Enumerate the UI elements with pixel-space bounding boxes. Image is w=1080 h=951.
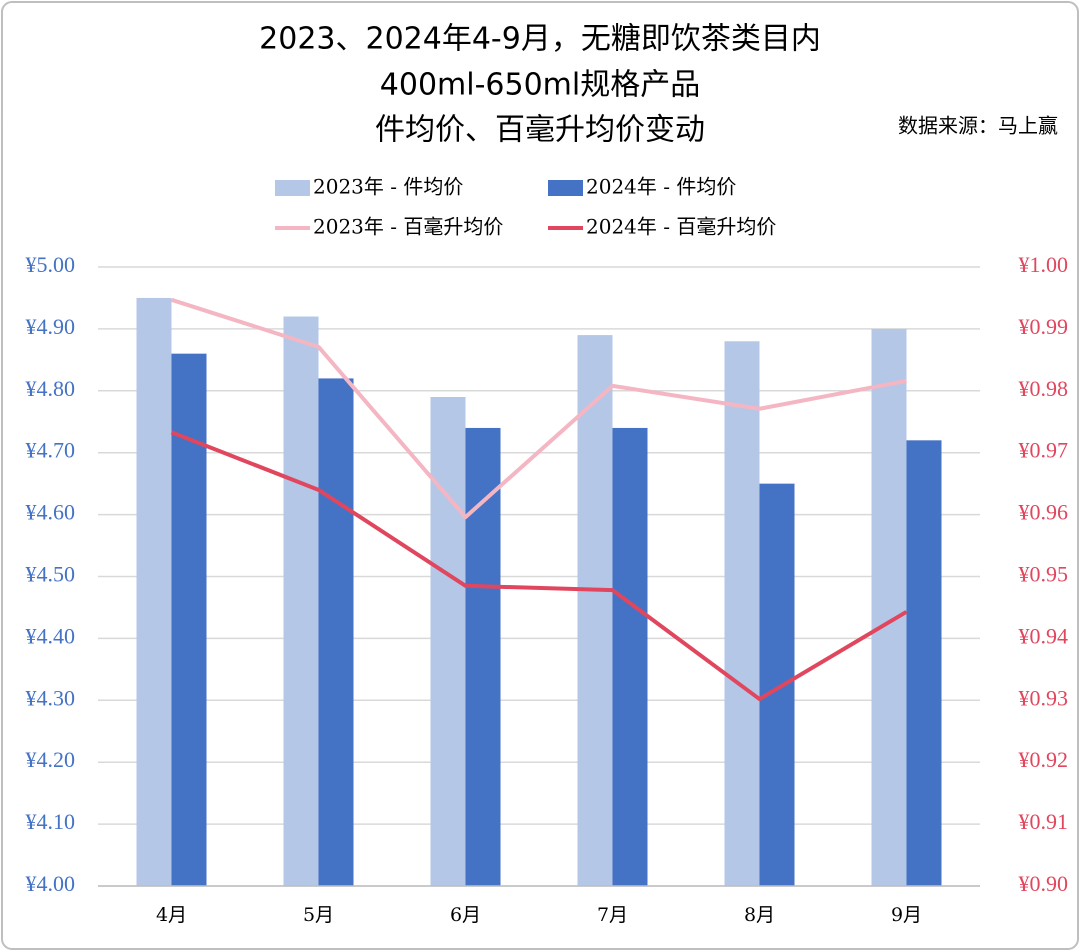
y2-tick-label: ¥0.90 xyxy=(1019,871,1069,896)
legend-label: 2024年 - 件均价 xyxy=(586,175,736,199)
legend-swatch xyxy=(275,180,310,196)
y-tick-label: ¥4.60 xyxy=(26,500,76,525)
legend-label: 2024年 - 百毫升均价 xyxy=(586,215,776,239)
y-tick-label: ¥5.00 xyxy=(26,252,76,277)
x-tick-label: 8月 xyxy=(744,904,775,926)
y-tick-label: ¥4.90 xyxy=(26,314,76,339)
bar xyxy=(612,427,648,886)
legend-label: 2023年 - 件均价 xyxy=(313,175,463,199)
x-tick-label: 6月 xyxy=(450,904,481,926)
y-tick-label: ¥4.10 xyxy=(26,809,76,834)
source-note: 数据来源：马上赢 xyxy=(898,114,1058,138)
y-tick-label: ¥4.30 xyxy=(26,685,76,710)
bar xyxy=(871,328,907,886)
y2-tick-label: ¥0.99 xyxy=(1019,314,1069,339)
y-tick-label: ¥4.00 xyxy=(26,871,76,896)
y2-tick-label: ¥0.94 xyxy=(1019,623,1069,648)
y2-tick-label: ¥0.98 xyxy=(1019,376,1069,401)
bar xyxy=(430,396,466,886)
x-tick-label: 5月 xyxy=(303,904,334,926)
y2-tick-label: ¥1.00 xyxy=(1019,252,1069,277)
bar xyxy=(283,316,319,886)
bar xyxy=(577,335,613,887)
bar xyxy=(724,341,760,886)
x-tick-label: 7月 xyxy=(597,904,628,926)
bar xyxy=(906,440,942,886)
x-tick-label: 4月 xyxy=(156,904,187,926)
x-tick-label: 9月 xyxy=(891,904,922,926)
y-tick-label: ¥4.50 xyxy=(26,562,76,587)
bar xyxy=(759,483,795,886)
bar xyxy=(318,378,354,886)
line-series xyxy=(170,297,907,520)
y2-tick-label: ¥0.96 xyxy=(1019,500,1069,525)
y2-tick-label: ¥0.92 xyxy=(1019,747,1069,772)
chart-title: 400ml-650ml规格产品 xyxy=(380,68,700,103)
bar xyxy=(136,297,172,886)
y2-tick-label: ¥0.95 xyxy=(1019,562,1069,587)
y-tick-label: ¥4.40 xyxy=(26,623,76,648)
chart-title: 2023、2024年4-9月，无糖即饮茶类目内 xyxy=(259,22,821,57)
y2-tick-label: ¥0.91 xyxy=(1019,809,1069,834)
chart-title: 件均价、百毫升均价变动 xyxy=(375,113,705,148)
line-series xyxy=(170,430,908,702)
y-tick-label: ¥4.80 xyxy=(26,376,76,401)
legend-swatch xyxy=(548,180,583,196)
y-tick-label: ¥4.20 xyxy=(26,747,76,772)
y2-tick-label: ¥0.93 xyxy=(1019,685,1069,710)
y-tick-label: ¥4.70 xyxy=(26,438,76,463)
bar xyxy=(465,427,501,886)
legend-label: 2023年 - 百毫升均价 xyxy=(313,215,503,239)
y2-tick-label: ¥0.97 xyxy=(1019,438,1069,463)
